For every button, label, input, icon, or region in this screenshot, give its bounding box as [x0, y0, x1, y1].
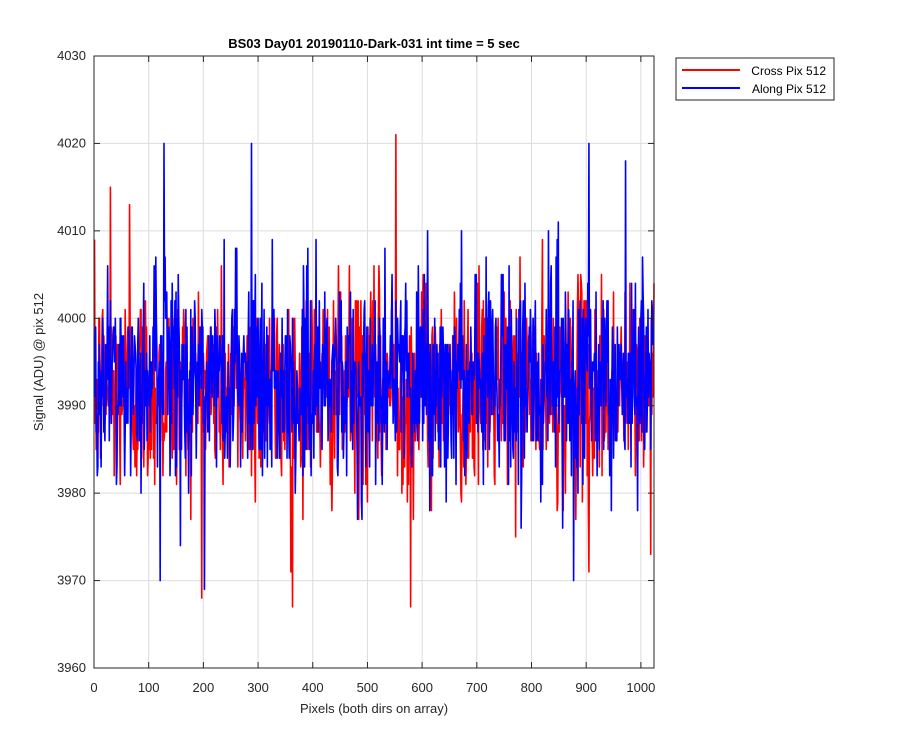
x-tick-label: 400 — [302, 680, 324, 695]
y-tick-label: 4000 — [57, 310, 86, 325]
series-lines — [93, 133, 655, 608]
y-tick-label: 4030 — [57, 48, 86, 63]
x-tick-label: 200 — [193, 680, 215, 695]
y-tick-label: 3980 — [57, 485, 86, 500]
x-tick-label: 600 — [411, 680, 433, 695]
chart-title: BS03 Day01 20190110-Dark-031 int time = … — [228, 36, 520, 51]
axis-ticks: 0 100 200 300 400 500 600 700 800 900 1000 3960 3970… — [57, 48, 655, 695]
x-tick-label: 700 — [466, 680, 488, 695]
y-tick-label: 3960 — [57, 660, 86, 675]
x-tick-label: 0 — [90, 680, 97, 695]
y-tick-label: 4010 — [57, 223, 86, 238]
y-tick-label: 3990 — [57, 398, 86, 413]
series-line-along-pix-512 — [93, 142, 655, 591]
x-tick-label: 500 — [357, 680, 379, 695]
x-tick-label: 800 — [521, 680, 543, 695]
y-tick-label: 4020 — [57, 135, 86, 150]
legend-box — [675, 57, 835, 101]
x-tick-label: 100 — [138, 680, 160, 695]
y-tick-label: 3970 — [57, 573, 86, 588]
y-axis-title: Signal (ADU) @ pix 512 — [31, 293, 46, 431]
legend-label-along: Along Pix 512 — [752, 82, 826, 96]
x-tick-label: 300 — [247, 680, 269, 695]
legend-label-cross: Cross Pix 512 — [751, 64, 826, 78]
x-axis-title: Pixels (both dirs on array) — [300, 701, 448, 716]
legend: Cross Pix 512 Along Pix 512 — [675, 57, 835, 101]
plot-frame — [93, 55, 655, 669]
x-tick-label: 1000 — [626, 680, 655, 695]
x-tick-label: 900 — [575, 680, 597, 695]
